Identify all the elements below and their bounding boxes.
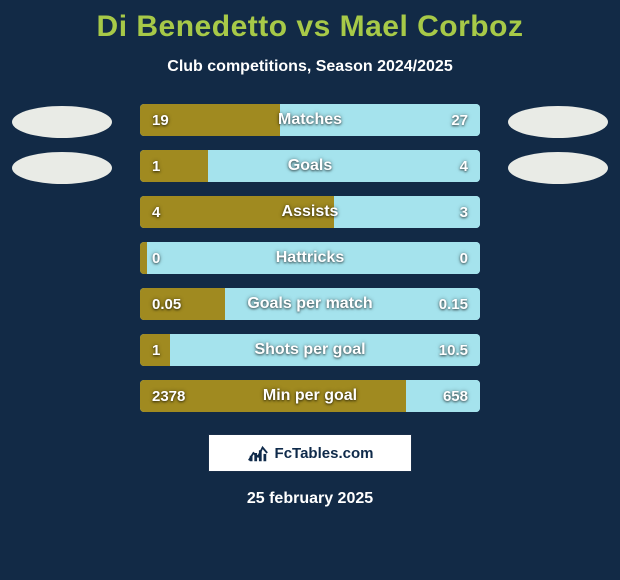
- stat-label: Hattricks: [140, 242, 480, 274]
- stat-value-right: 0.15: [439, 288, 468, 320]
- stat-value-left: 19: [152, 104, 169, 136]
- stat-row: Goals per match0.05 0.15: [140, 288, 480, 320]
- chart-area: Matches1927Goals14Assists43Hattricks00Go…: [0, 104, 620, 412]
- stat-value-right: 27: [451, 104, 468, 136]
- stat-label: Shots per goal: [140, 334, 480, 366]
- stat-value-right: 10.5: [439, 334, 468, 366]
- branding-text: FcTables.com: [275, 445, 374, 462]
- stat-row: Assists4 3: [140, 196, 480, 228]
- stat-value-left: 1: [152, 334, 160, 366]
- stat-label: Goals: [140, 150, 480, 182]
- stat-row: Shots per goal1 10.5: [140, 334, 480, 366]
- stat-label: Matches: [140, 104, 480, 136]
- stat-value-left: 0: [152, 242, 160, 274]
- stat-row: Min per goal2378 658: [140, 380, 480, 412]
- stat-row: Hattricks0 0: [140, 242, 480, 274]
- date-label: 25 february 2025: [0, 490, 620, 508]
- branding-chart-icon: [247, 442, 269, 464]
- stat-label: Assists: [140, 196, 480, 228]
- team-logo-left-1: [12, 106, 112, 138]
- stat-label: Min per goal: [140, 380, 480, 412]
- stat-value-right: 658: [443, 380, 468, 412]
- stat-label: Goals per match: [140, 288, 480, 320]
- team-logo-right-2: [508, 152, 608, 184]
- team-logo-left-2: [12, 152, 112, 184]
- stat-bars: Matches1927Goals14Assists43Hattricks00Go…: [140, 104, 480, 412]
- stat-value-right: 4: [460, 150, 468, 182]
- stat-value-right: 0: [460, 242, 468, 274]
- stat-value-right: 3: [460, 196, 468, 228]
- stat-value-left: 4: [152, 196, 160, 228]
- team-logo-right-1: [508, 106, 608, 138]
- stat-value-left: 0.05: [152, 288, 181, 320]
- stat-value-left: 1: [152, 150, 160, 182]
- comparison-infographic: Di Benedetto vs Mael Corboz Club competi…: [0, 0, 620, 580]
- stat-row: Goals1 4: [140, 150, 480, 182]
- stat-row: Matches19 27: [140, 104, 480, 136]
- branding-box: FcTables.com: [208, 434, 412, 472]
- stat-value-left: 2378: [152, 380, 185, 412]
- subtitle: Club competitions, Season 2024/2025: [0, 58, 620, 76]
- page-title: Di Benedetto vs Mael Corboz: [0, 0, 620, 44]
